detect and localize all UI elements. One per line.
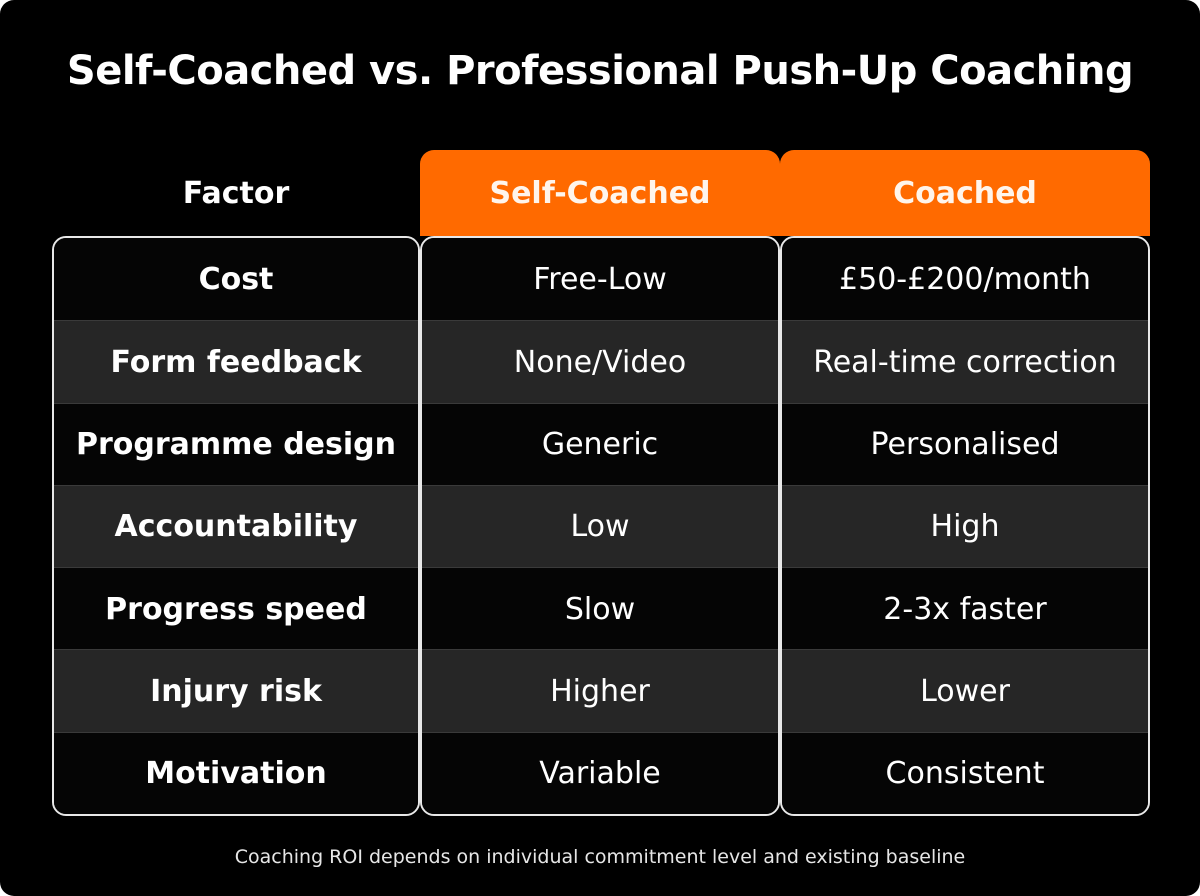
table-cell: Progress speed [54,567,418,651]
column: Cost Form feedback Programme design Account… [52,236,420,816]
table-cell: Cost [54,238,418,321]
table-cell: Consistent [782,731,1148,814]
table-cell: Variable [422,731,778,814]
table-cell: Higher [422,649,778,733]
table-cell: Accountability [54,484,418,569]
table-cell: None/Video [422,320,778,404]
table-cell: Injury risk [54,649,418,733]
column-header: Self-Coached [420,150,780,236]
table-cell: £50-£200/month [782,238,1148,321]
footnote: Coaching ROI depends on individual commi… [234,846,966,868]
table-cell: Slow [422,567,778,651]
table-cell: High [782,484,1148,569]
column-header: Factor [182,175,290,211]
title: Self-Coached vs. Professional Push-Up Co… [66,48,1134,94]
table-cell: Generic [422,402,778,486]
table-cell: Form feedback [54,320,418,404]
column-header: Coached [780,150,1150,236]
table-cell: Personalised [782,402,1148,486]
table-cell: Motivation [54,731,418,814]
table-cell: Programme design [54,402,418,486]
column: Free-Low None/Video Generic Low Slow Higher Va… [420,236,780,816]
column: £50-£200/month Real-time correction Person… [780,236,1150,816]
table-cell: Real-time correction [782,320,1148,404]
table-cell: 2-3x faster [782,567,1148,651]
table-cell: Lower [782,649,1148,733]
table-cell: Free-Low [422,238,778,321]
table-cell: Low [422,484,778,569]
